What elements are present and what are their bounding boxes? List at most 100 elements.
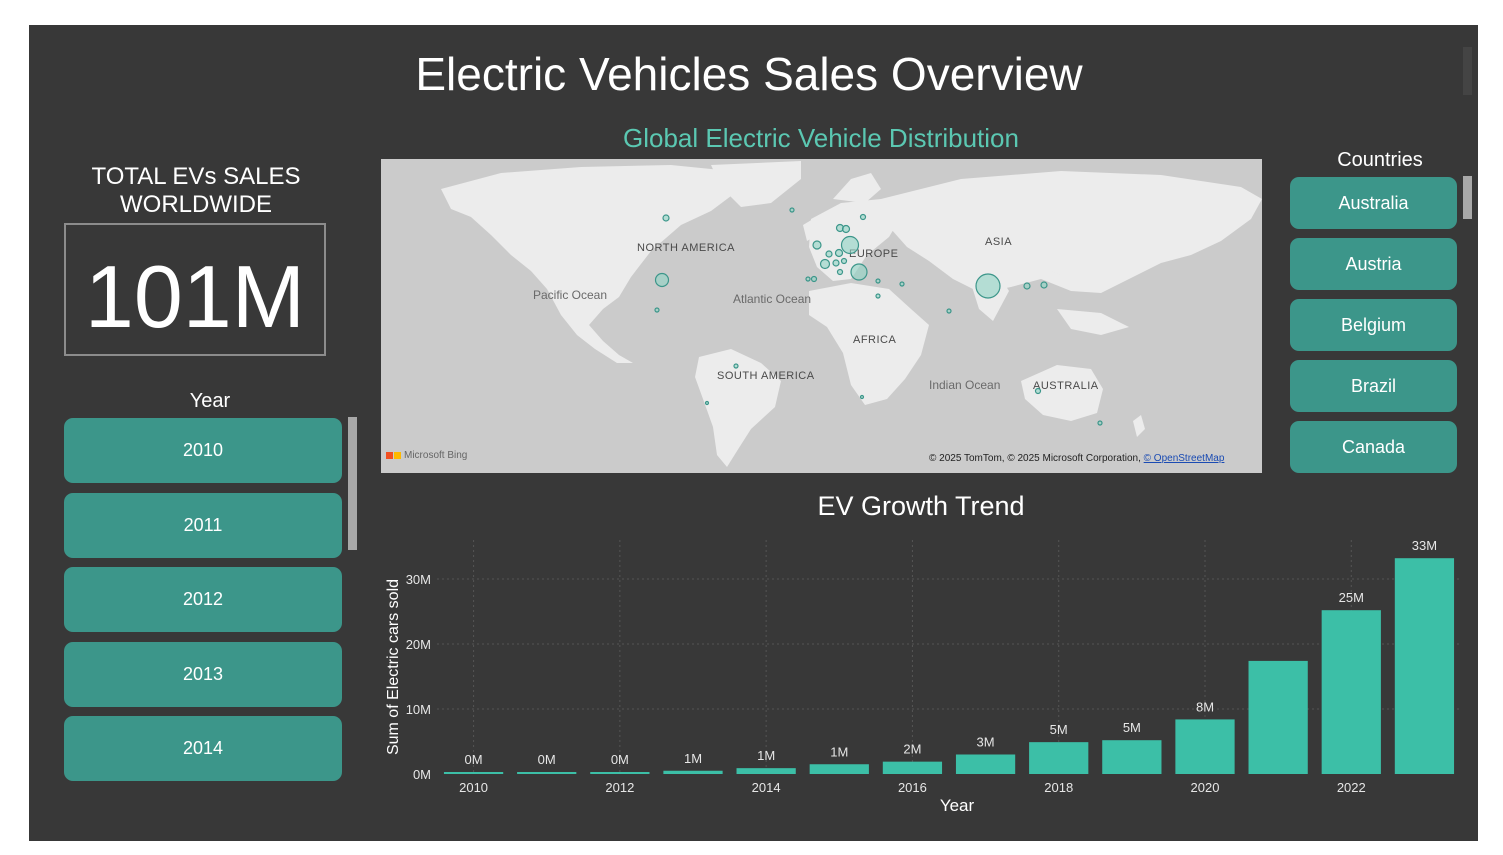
country-bubbles[interactable] bbox=[654, 207, 1103, 426]
bubble-australia[interactable] bbox=[1034, 387, 1042, 395]
bubble-spain[interactable] bbox=[810, 275, 818, 283]
bing-logo: Microsoft Bing bbox=[386, 450, 467, 461]
page-title: Electric Vehicles Sales Overview bbox=[415, 48, 1083, 100]
bubble-france[interactable] bbox=[819, 258, 831, 270]
label-africa: AFRICA bbox=[853, 334, 897, 346]
map-attribution-text: © 2025 TomTom, © 2025 Microsoft Corporat… bbox=[929, 453, 1141, 464]
country-option-canada[interactable]: Canada bbox=[1290, 421, 1457, 473]
data-label: 2M bbox=[903, 742, 921, 757]
year-option-2014[interactable]: 2014 bbox=[64, 716, 342, 781]
bubble-switzerland[interactable] bbox=[832, 259, 840, 267]
data-label: 1M bbox=[684, 751, 702, 766]
bubble-mexico[interactable] bbox=[654, 307, 660, 313]
data-label: 3M bbox=[977, 735, 995, 750]
dashboard-canvas: Electric Vehicles Sales Overview Global … bbox=[29, 25, 1478, 841]
bubble-new-zealand[interactable] bbox=[1097, 420, 1103, 426]
y-tick-label: 0M bbox=[413, 767, 431, 782]
bubble-portugal[interactable] bbox=[805, 276, 811, 282]
y-axis-title: Sum of Electric cars sold bbox=[385, 579, 402, 755]
bubble-slovenia[interactable] bbox=[836, 268, 844, 276]
bubble-greece[interactable] bbox=[875, 278, 881, 284]
map-title: Global Electric Vehicle Distribution bbox=[623, 123, 1019, 153]
country-option-austria[interactable]: Austria bbox=[1290, 238, 1457, 290]
data-label: 25M bbox=[1339, 590, 1364, 605]
bubble-india[interactable] bbox=[946, 308, 952, 314]
x-axis-title: Year bbox=[940, 796, 975, 815]
map-canvas[interactable]: NORTH AMERICA EUROPE ASIA AFRICA SOUTH A… bbox=[381, 159, 1262, 473]
data-label: 0M bbox=[538, 752, 556, 767]
kpi-label: TOTAL EVs SALES WORLDWIDE bbox=[91, 163, 301, 218]
bing-logo-text: Microsoft Bing bbox=[404, 450, 468, 461]
label-asia: ASIA bbox=[985, 236, 1012, 248]
map-region-labels: NORTH AMERICA EUROPE ASIA AFRICA SOUTH A… bbox=[533, 236, 1099, 392]
country-option-belgium[interactable]: Belgium bbox=[1290, 299, 1457, 351]
bar-2016 bbox=[882, 761, 943, 774]
year-option-2012[interactable]: 2012 bbox=[64, 567, 342, 632]
data-label: 0M bbox=[465, 752, 483, 767]
data-label: 0M bbox=[611, 752, 629, 767]
kpi-card: 101M bbox=[64, 223, 326, 356]
ev-growth-chart: 0M 10M 20M 30M 0M 2010 0M 0M 2012 1M 1M 2014 1M 2M 201… bbox=[385, 538, 1461, 815]
data-label: 33M bbox=[1412, 538, 1437, 553]
bar-2014 bbox=[736, 768, 796, 774]
label-australia: AUSTRALIA bbox=[1033, 380, 1099, 392]
bar-2013 bbox=[663, 770, 723, 774]
bar-2017 bbox=[955, 754, 1016, 774]
country-option-australia[interactable]: Australia bbox=[1290, 177, 1457, 229]
bubble-japan[interactable] bbox=[1040, 281, 1048, 289]
year-slicer-label: Year bbox=[189, 390, 231, 412]
landmasses bbox=[441, 161, 1262, 467]
bubble-south-africa[interactable] bbox=[859, 394, 865, 400]
x-tick-label: 2018 bbox=[1044, 780, 1073, 795]
y-tick-label: 30M bbox=[406, 572, 431, 587]
bar-2019 bbox=[1102, 740, 1162, 774]
country-option-brazil[interactable]: Brazil bbox=[1290, 360, 1457, 412]
bubble-uk[interactable] bbox=[812, 240, 822, 250]
world-map[interactable]: NORTH AMERICA EUROPE ASIA AFRICA SOUTH A… bbox=[381, 159, 1262, 473]
bubble-austria[interactable] bbox=[840, 257, 848, 265]
bubble-china[interactable] bbox=[975, 273, 1001, 299]
label-north-america: NORTH AMERICA bbox=[637, 242, 735, 254]
bubble-turkey[interactable] bbox=[875, 293, 881, 299]
bubble-korea[interactable] bbox=[1023, 282, 1031, 290]
bubble-israel[interactable] bbox=[899, 281, 905, 287]
x-tick-label: 2016 bbox=[898, 780, 927, 795]
x-tick-label: 2022 bbox=[1337, 780, 1366, 795]
bar-2012 bbox=[590, 772, 650, 774]
bar-2010 bbox=[443, 772, 504, 774]
year-option-2010[interactable]: 2010 bbox=[64, 418, 342, 483]
country-slicer-scrollbar[interactable] bbox=[1463, 176, 1472, 219]
x-tick-label: 2012 bbox=[605, 780, 634, 795]
data-label: 5M bbox=[1050, 722, 1068, 737]
year-option-2011[interactable]: 2011 bbox=[64, 493, 342, 558]
microsoft-logo-icon bbox=[386, 451, 393, 459]
bubble-belgium[interactable] bbox=[825, 250, 833, 258]
label-pacific-ocean: Pacific Ocean bbox=[533, 288, 607, 302]
bubble-chile[interactable] bbox=[704, 400, 710, 406]
data-label: 8M bbox=[1196, 699, 1214, 714]
year-slicer-scrollbar[interactable] bbox=[348, 417, 357, 550]
bar-2023 bbox=[1394, 558, 1455, 774]
map-attribution: © 2025 TomTom, © 2025 Microsoft Corporat… bbox=[929, 453, 1224, 464]
openstreetmap-link[interactable]: © OpenStreetMap bbox=[1143, 453, 1225, 464]
bubble-italy[interactable] bbox=[850, 263, 868, 281]
bubble-netherlands[interactable] bbox=[834, 248, 844, 258]
bar-2021 bbox=[1248, 660, 1308, 774]
y-tick-label: 10M bbox=[406, 702, 431, 717]
data-label: 1M bbox=[757, 748, 775, 763]
year-option-2013[interactable]: 2013 bbox=[64, 642, 342, 707]
bubble-usa[interactable] bbox=[654, 272, 670, 288]
data-label: 5M bbox=[1123, 720, 1141, 735]
label-europe: EUROPE bbox=[849, 248, 898, 260]
kpi-value: 101M bbox=[84, 247, 306, 346]
page-scrollbar[interactable] bbox=[1463, 47, 1472, 95]
label-south-america: SOUTH AMERICA bbox=[717, 370, 815, 382]
bubble-finland[interactable] bbox=[859, 213, 867, 221]
bubble-germany[interactable] bbox=[840, 235, 860, 255]
bubble-sweden[interactable] bbox=[841, 224, 851, 234]
label-atlantic-ocean: Atlantic Ocean bbox=[733, 292, 811, 306]
bubble-canada[interactable] bbox=[662, 214, 670, 222]
bubble-colombia[interactable] bbox=[733, 363, 739, 369]
bubble-iceland[interactable] bbox=[789, 207, 795, 213]
bar-2018 bbox=[1029, 742, 1089, 774]
